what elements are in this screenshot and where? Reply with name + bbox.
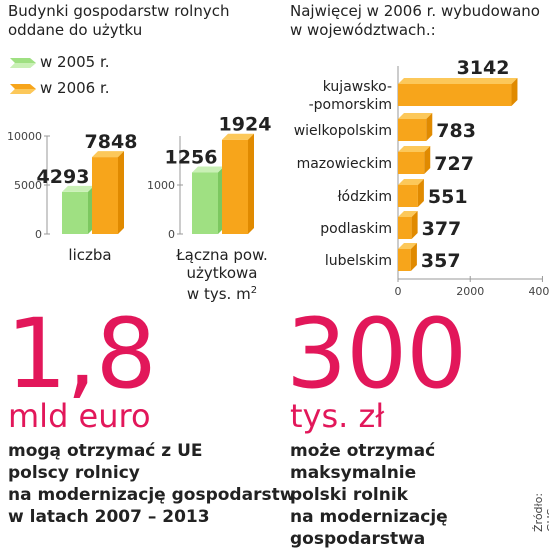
stat2-line-2: polski rolnik [290,485,408,505]
stat1-line-1: mogą otrzymać z UE [8,441,203,461]
woj-bar-0-front [398,84,512,106]
category-line-3-text: w tys. m [186,285,251,303]
pow-tick-label-0: 0 [168,228,175,241]
category-line-2: użytkowa [186,264,258,282]
liczba-bar-2005-front [62,191,88,234]
woj-category-label-4-0: podlaskim [320,221,392,237]
left-title-line-2: oddane do użytku [8,21,143,39]
stat1-line-2: polscy rolnicy [8,463,140,483]
woj-bar-4-top [398,211,418,217]
woj-value-label-5: 357 [421,250,461,272]
woj-bar-0 [398,78,518,106]
pow-bar-2006-front [222,139,248,234]
woj-bar-4-front [398,217,412,239]
woj-bar-5-side [410,243,417,271]
woj-bar-5 [398,243,417,271]
woj-bar-1-side [426,113,433,141]
pow-tick-label-1: 1000 [147,179,175,192]
chart-powierzchnia-category-label: Łączna pow. użytkowa w tys. m2 [172,246,272,303]
pow-value-label-2006: 1924 [219,114,272,136]
stat2-unit: tys. zł [290,397,385,435]
woj-bar-3-top [398,179,424,185]
woj-bar-2-front [398,152,425,174]
woj-x-tick-label-2: 4000 [528,285,549,298]
stat1-line-4: w latach 2007 – 2013 [8,507,210,527]
woj-x-tick-label-0: 0 [395,285,402,298]
woj-bar-2 [398,146,431,174]
liczba-bar-2005 [62,185,94,234]
liczba-tick-label-0: 0 [35,228,42,241]
legend-swatches [10,58,36,94]
stat2-line-4: gospodarstwa [290,529,426,549]
woj-category-label-0-0: kujawsko- [323,79,392,95]
woj-value-label-4: 377 [422,218,462,240]
liczba-tick-label-1: 5000 [14,179,42,192]
stat2-line-3: na modernizację [290,507,448,527]
left-title-line-1: Budynki gospodarstw rolnych [8,2,230,20]
stat2-description: może otrzymać maksymalnie polski rolnik … [290,440,549,550]
woj-bar-0-side [511,78,518,106]
woj-bar-0-top [398,78,518,84]
woj-bar-3-side [417,179,424,207]
right-chart-title: Najwięcej w 2006 r. wybudowano w wojewód… [290,2,540,40]
woj-value-label-1: 783 [436,120,476,142]
chart-wojewodztwa: 0 2000 4000 3142 kujawsko- -pomorskim 783 wielk… [294,60,549,298]
left-chart-title: Budynki gospodarstw rolnych oddane do uż… [8,2,229,40]
woj-category-label-5-0: lubelskim [325,253,392,269]
stat1-value: 1,8 [6,298,157,410]
pow-bar-2006-top [222,133,254,140]
stat1-description: mogą otrzymać z UE polscy rolnicy na mod… [8,440,295,528]
liczba-bar-2006 [92,151,124,234]
woj-bar-3-front [398,185,418,207]
stat2-line-1: może otrzymać maksymalnie [290,441,436,483]
pow-bar-2005 [192,166,224,234]
woj-bar-3 [398,179,424,207]
woj-category-label-3-0: łódzkim [338,189,392,205]
woj-bar-1 [398,113,433,141]
liczba-value-label-2005: 4293 [37,166,90,188]
woj-bar-1-top [398,113,433,119]
woj-bar-4 [398,211,418,239]
woj-value-label-2: 727 [434,153,474,175]
category-line-1: Łączna pow. [176,246,268,264]
liczba-bar-2006-top [92,151,124,158]
source-note: Źródło: GUS [532,492,549,532]
woj-bar-5-front [398,249,411,271]
liczba-value-label-2006: 7848 [85,131,138,153]
liczba-bar-2006-side [118,151,124,234]
category-line-3: w tys. m2 [172,282,272,303]
category-superscript: 2 [250,285,258,296]
legend-label-2006: w 2006 r. [40,79,110,97]
chart-liczba-category-label: liczba [68,246,112,264]
right-title-line-2: w województwach.: [290,21,436,39]
woj-category-label-2-0: mazowieckim [297,156,392,172]
woj-value-label-0: 3142 [457,60,510,79]
legend-swatch-2006 [10,84,36,94]
woj-bar-5-top [398,243,417,249]
stat1-unit: mld euro [8,397,151,435]
woj-category-label-1-0: wielkopolskim [294,123,392,139]
pow-bar-2006-side [248,133,254,234]
woj-category-label-0-1: -pomorskim [309,97,392,113]
right-title-line-1: Najwięcej w 2006 r. wybudowano [290,2,540,20]
woj-bar-2-side [424,146,431,174]
legend-label-2005: w 2005 r. [40,53,110,71]
stat2-value: 300 [286,298,467,410]
liczba-bar-2005-top [62,185,94,192]
pow-bar-2006 [222,133,254,234]
woj-value-label-3: 551 [428,186,468,208]
woj-bar-4-side [411,211,418,239]
legend-swatch-2005 [10,58,36,68]
liczba-tick-label-2: 10000 [7,130,42,143]
woj-bar-1-front [398,119,427,141]
liczba-bar-2006-front [92,157,118,234]
chart-liczba: 0 5000 10000 4293 7848 [7,130,138,241]
pow-bar-2005-top [192,166,224,173]
woj-bar-2-top [398,146,431,152]
stat1-line-3: na modernizację gospodarstw [8,485,296,505]
pow-value-label-2005: 1256 [165,146,218,168]
pow-bar-2005-front [192,172,218,234]
woj-x-tick-label-1: 2000 [456,285,484,298]
